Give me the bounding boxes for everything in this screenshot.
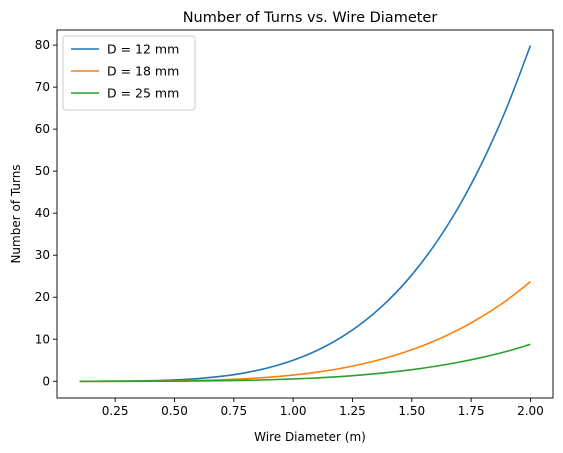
x-tick-label: 1.75: [458, 404, 485, 418]
legend-box: [62, 35, 196, 111]
y-tick-label: 0: [42, 374, 50, 388]
y-tick-label: 70: [35, 80, 50, 94]
y-axis: 0 10 20 30 40 50 60 70 80: [35, 38, 57, 388]
axes-frame: [56, 29, 554, 399]
series-line-2: [79, 281, 531, 383]
y-tick-label: 10: [35, 332, 50, 346]
x-axis: 0.25 0.50 0.75 1.00 1.25 1.50 1.75 2.00: [102, 398, 544, 418]
y-tick-label: 50: [35, 164, 50, 178]
x-tick-label: 1.00: [280, 404, 307, 418]
x-tick-label: 0.50: [161, 404, 188, 418]
y-tick-label: 60: [35, 122, 50, 136]
plot-area: [56, 29, 554, 399]
chart-title: Number of Turns vs. Wire Diameter: [183, 10, 438, 26]
x-tick-label: 0.25: [102, 404, 129, 418]
series-line-3: [79, 343, 531, 383]
legend-label-1: D = 12 mm: [107, 42, 179, 57]
y-tick-label: 40: [35, 206, 50, 220]
x-tick-label: 1.25: [339, 404, 366, 418]
y-tick-label: 30: [35, 248, 50, 262]
legend-label-2: D = 18 mm: [107, 64, 179, 79]
series-layer: [79, 45, 532, 383]
x-tick-label: 1.50: [398, 404, 425, 418]
x-axis-label: Wire Diameter (m): [254, 430, 366, 444]
x-tick-label: 2.00: [517, 404, 544, 418]
y-tick-label: 20: [35, 290, 50, 304]
y-tick-label: 80: [35, 38, 50, 52]
x-tick-label: 0.75: [220, 404, 247, 418]
legend: D = 12 mm D = 18 mm D = 25 mm: [62, 35, 196, 111]
legend-label-3: D = 25 mm: [107, 86, 179, 101]
y-axis-label: Number of Turns: [9, 164, 23, 263]
